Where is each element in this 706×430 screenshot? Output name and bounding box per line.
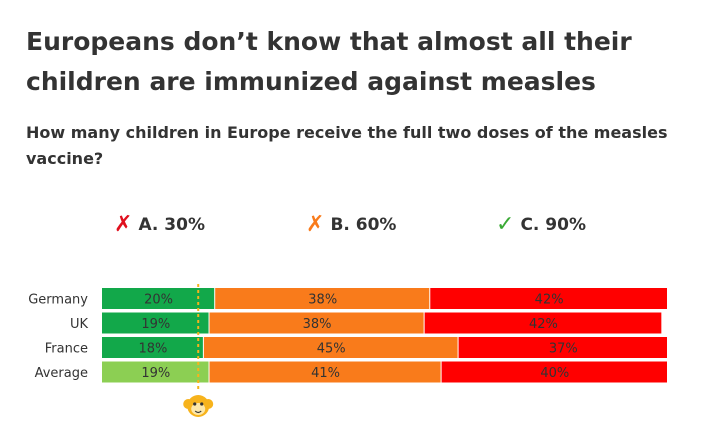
data-label: 38% xyxy=(303,317,332,332)
data-label: 42% xyxy=(535,293,564,308)
bar-segment xyxy=(102,312,209,334)
data-label: 20% xyxy=(144,293,173,308)
bar-segment xyxy=(458,337,667,358)
bar-segment xyxy=(102,288,215,309)
chart-subtitle: How many children in Europe receive the … xyxy=(26,123,668,168)
option-b-label: B. 60% xyxy=(330,215,397,235)
bar-segment xyxy=(102,337,203,358)
data-label: 41% xyxy=(311,366,340,381)
data-label: 38% xyxy=(308,293,337,308)
option-a: ✗ A. 30% xyxy=(114,212,205,237)
data-label: 42% xyxy=(529,317,558,332)
bar-segment xyxy=(203,337,458,358)
row-label: France xyxy=(45,342,88,357)
monkey-mouth xyxy=(194,410,202,414)
bar-segment xyxy=(430,288,667,309)
monkey-icon xyxy=(183,395,214,417)
option-a-label: A. 30% xyxy=(138,215,205,235)
data-label: 45% xyxy=(317,342,346,357)
row-label: UK xyxy=(70,317,89,332)
monkey-eye-right xyxy=(200,402,204,406)
bar-segment xyxy=(209,361,441,383)
cross-icon: ✗ xyxy=(306,212,325,237)
data-label: 18% xyxy=(138,342,167,357)
bar-segment xyxy=(424,312,662,334)
bar-segment xyxy=(209,312,424,334)
option-b: ✗ B. 60% xyxy=(306,212,396,237)
data-label: 19% xyxy=(141,317,170,332)
option-c-label: C. 90% xyxy=(520,215,586,235)
cross-icon: ✗ xyxy=(114,212,133,237)
data-label: 37% xyxy=(549,342,578,357)
bar-segment xyxy=(102,361,209,383)
option-c: ✓ C. 90% xyxy=(496,212,586,237)
check-icon: ✓ xyxy=(496,212,515,237)
bar-segment xyxy=(215,288,430,309)
data-label: 19% xyxy=(141,366,170,381)
stacked-bar-chart: Germany 20% 38% 42% UK 19% 38% 42% France 18% 45% 3… xyxy=(28,284,667,417)
monkey-face xyxy=(191,403,206,415)
row-label: Average xyxy=(35,366,88,381)
data-label: 40% xyxy=(540,366,569,381)
bar-segment xyxy=(441,361,667,383)
row-label: Germany xyxy=(28,293,88,308)
chart-title: Europeans don’t know that almost all the… xyxy=(26,27,632,96)
monkey-eye-left xyxy=(193,402,197,406)
